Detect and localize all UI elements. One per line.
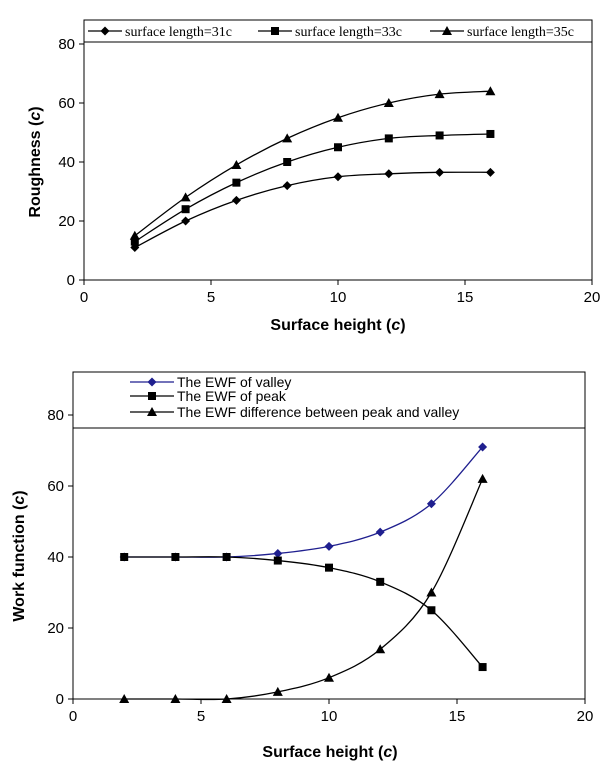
- legend-marker-1: [100, 26, 110, 36]
- x-tick-label: 15: [449, 708, 466, 725]
- y-tick-label: 60: [47, 478, 64, 495]
- chart2-xlabel: Surface height (c): [262, 744, 397, 761]
- series-1-point: [324, 541, 334, 551]
- series-3-point: [477, 473, 488, 483]
- chart1-xlabel: Surface height (c): [270, 317, 405, 334]
- series-2-point: [181, 205, 190, 214]
- legend-label-3: The EWF difference between peak and vall…: [177, 404, 459, 420]
- y-tick-label: 20: [58, 213, 75, 230]
- series-line-3: [134, 90, 491, 237]
- series-3-point: [383, 98, 394, 107]
- series-3-point: [485, 86, 496, 96]
- series-3-point: [180, 192, 191, 202]
- series-3-point: [282, 133, 293, 143]
- x-tick-label: 10: [321, 708, 338, 725]
- chart1-legend-box: [83, 19, 593, 43]
- series-2-point: [478, 663, 487, 672]
- x-tick-label: 20: [584, 289, 601, 306]
- legend-marker-3: [147, 407, 157, 416]
- series-2-point: [384, 134, 393, 143]
- series-1-point: [485, 167, 495, 177]
- series-2-point: [435, 131, 444, 140]
- x-tick-label: 20: [577, 708, 594, 725]
- series-2-point: [171, 553, 180, 561]
- series-1-point: [384, 169, 394, 179]
- legend-label-2: The EWF of peak: [177, 388, 287, 404]
- series-line-2: [134, 133, 491, 243]
- y-tick-label: 60: [58, 95, 75, 112]
- y-tick-label: 40: [58, 154, 75, 171]
- y-tick-label: 80: [47, 407, 64, 424]
- series-3-point: [324, 672, 334, 682]
- series-3-point: [426, 587, 437, 597]
- series-3-point: [231, 159, 242, 169]
- legend-marker-1: [147, 377, 157, 387]
- series-1-point: [231, 195, 241, 205]
- series-1-point: [273, 548, 283, 558]
- series-2-point: [334, 143, 342, 152]
- series-2-point: [376, 577, 385, 586]
- x-tick-label: 10: [330, 289, 347, 306]
- series-2-point: [486, 129, 495, 138]
- legend-label-3: surface length=35c: [467, 25, 574, 40]
- chart2-legend-box: [72, 371, 586, 429]
- y-tick-label: 40: [47, 549, 64, 566]
- series-3-point: [333, 112, 343, 122]
- x-tick-label: 0: [80, 289, 88, 306]
- series-1-point: [375, 527, 385, 537]
- series-2-point: [222, 553, 231, 561]
- series-1-point: [282, 181, 292, 191]
- y-tick-label: 0: [67, 272, 75, 289]
- series-3-point: [129, 230, 140, 240]
- series-2-point: [232, 178, 241, 187]
- x-tick-label: 0: [69, 708, 77, 725]
- chart1-legend: surface length=31c surface length=33c surf…: [83, 19, 593, 43]
- series-1-point: [478, 442, 488, 452]
- x-tick-label: 15: [457, 289, 474, 306]
- y-tick-label: 0: [56, 691, 64, 708]
- chart1-ylabel: Roughness (c): [27, 106, 44, 217]
- series-1-point: [333, 172, 343, 182]
- roughness-chart: surface length=31c surface length=33c surf…: [27, 19, 601, 334]
- chart2-ylabel: Work function (c): [11, 490, 28, 621]
- legend-label-1: surface length=31c: [125, 25, 232, 40]
- x-tick-label: 5: [207, 289, 215, 306]
- series-2-point: [273, 556, 282, 565]
- series-2-point: [130, 237, 139, 246]
- series-1-point: [426, 499, 436, 509]
- x-tick-label: 5: [197, 708, 205, 725]
- legend-marker-3: [442, 26, 452, 35]
- series-3-point: [272, 686, 283, 696]
- y-tick-label: 80: [58, 36, 75, 53]
- series-2-point: [427, 606, 436, 615]
- series-2-point: [120, 553, 129, 561]
- legend-label-1: The EWF of valley: [177, 374, 291, 390]
- legend-marker-2: [271, 27, 279, 35]
- legend-marker-2: [148, 392, 156, 400]
- y-tick-label: 20: [47, 620, 64, 637]
- series-2-point: [325, 563, 333, 572]
- legend-label-2: surface length=33c: [295, 25, 402, 40]
- series-2-point: [283, 158, 292, 166]
- series-1-point: [435, 167, 445, 177]
- series-1-point: [181, 216, 191, 226]
- series-3-point: [375, 644, 386, 654]
- series-3-point: [434, 89, 445, 99]
